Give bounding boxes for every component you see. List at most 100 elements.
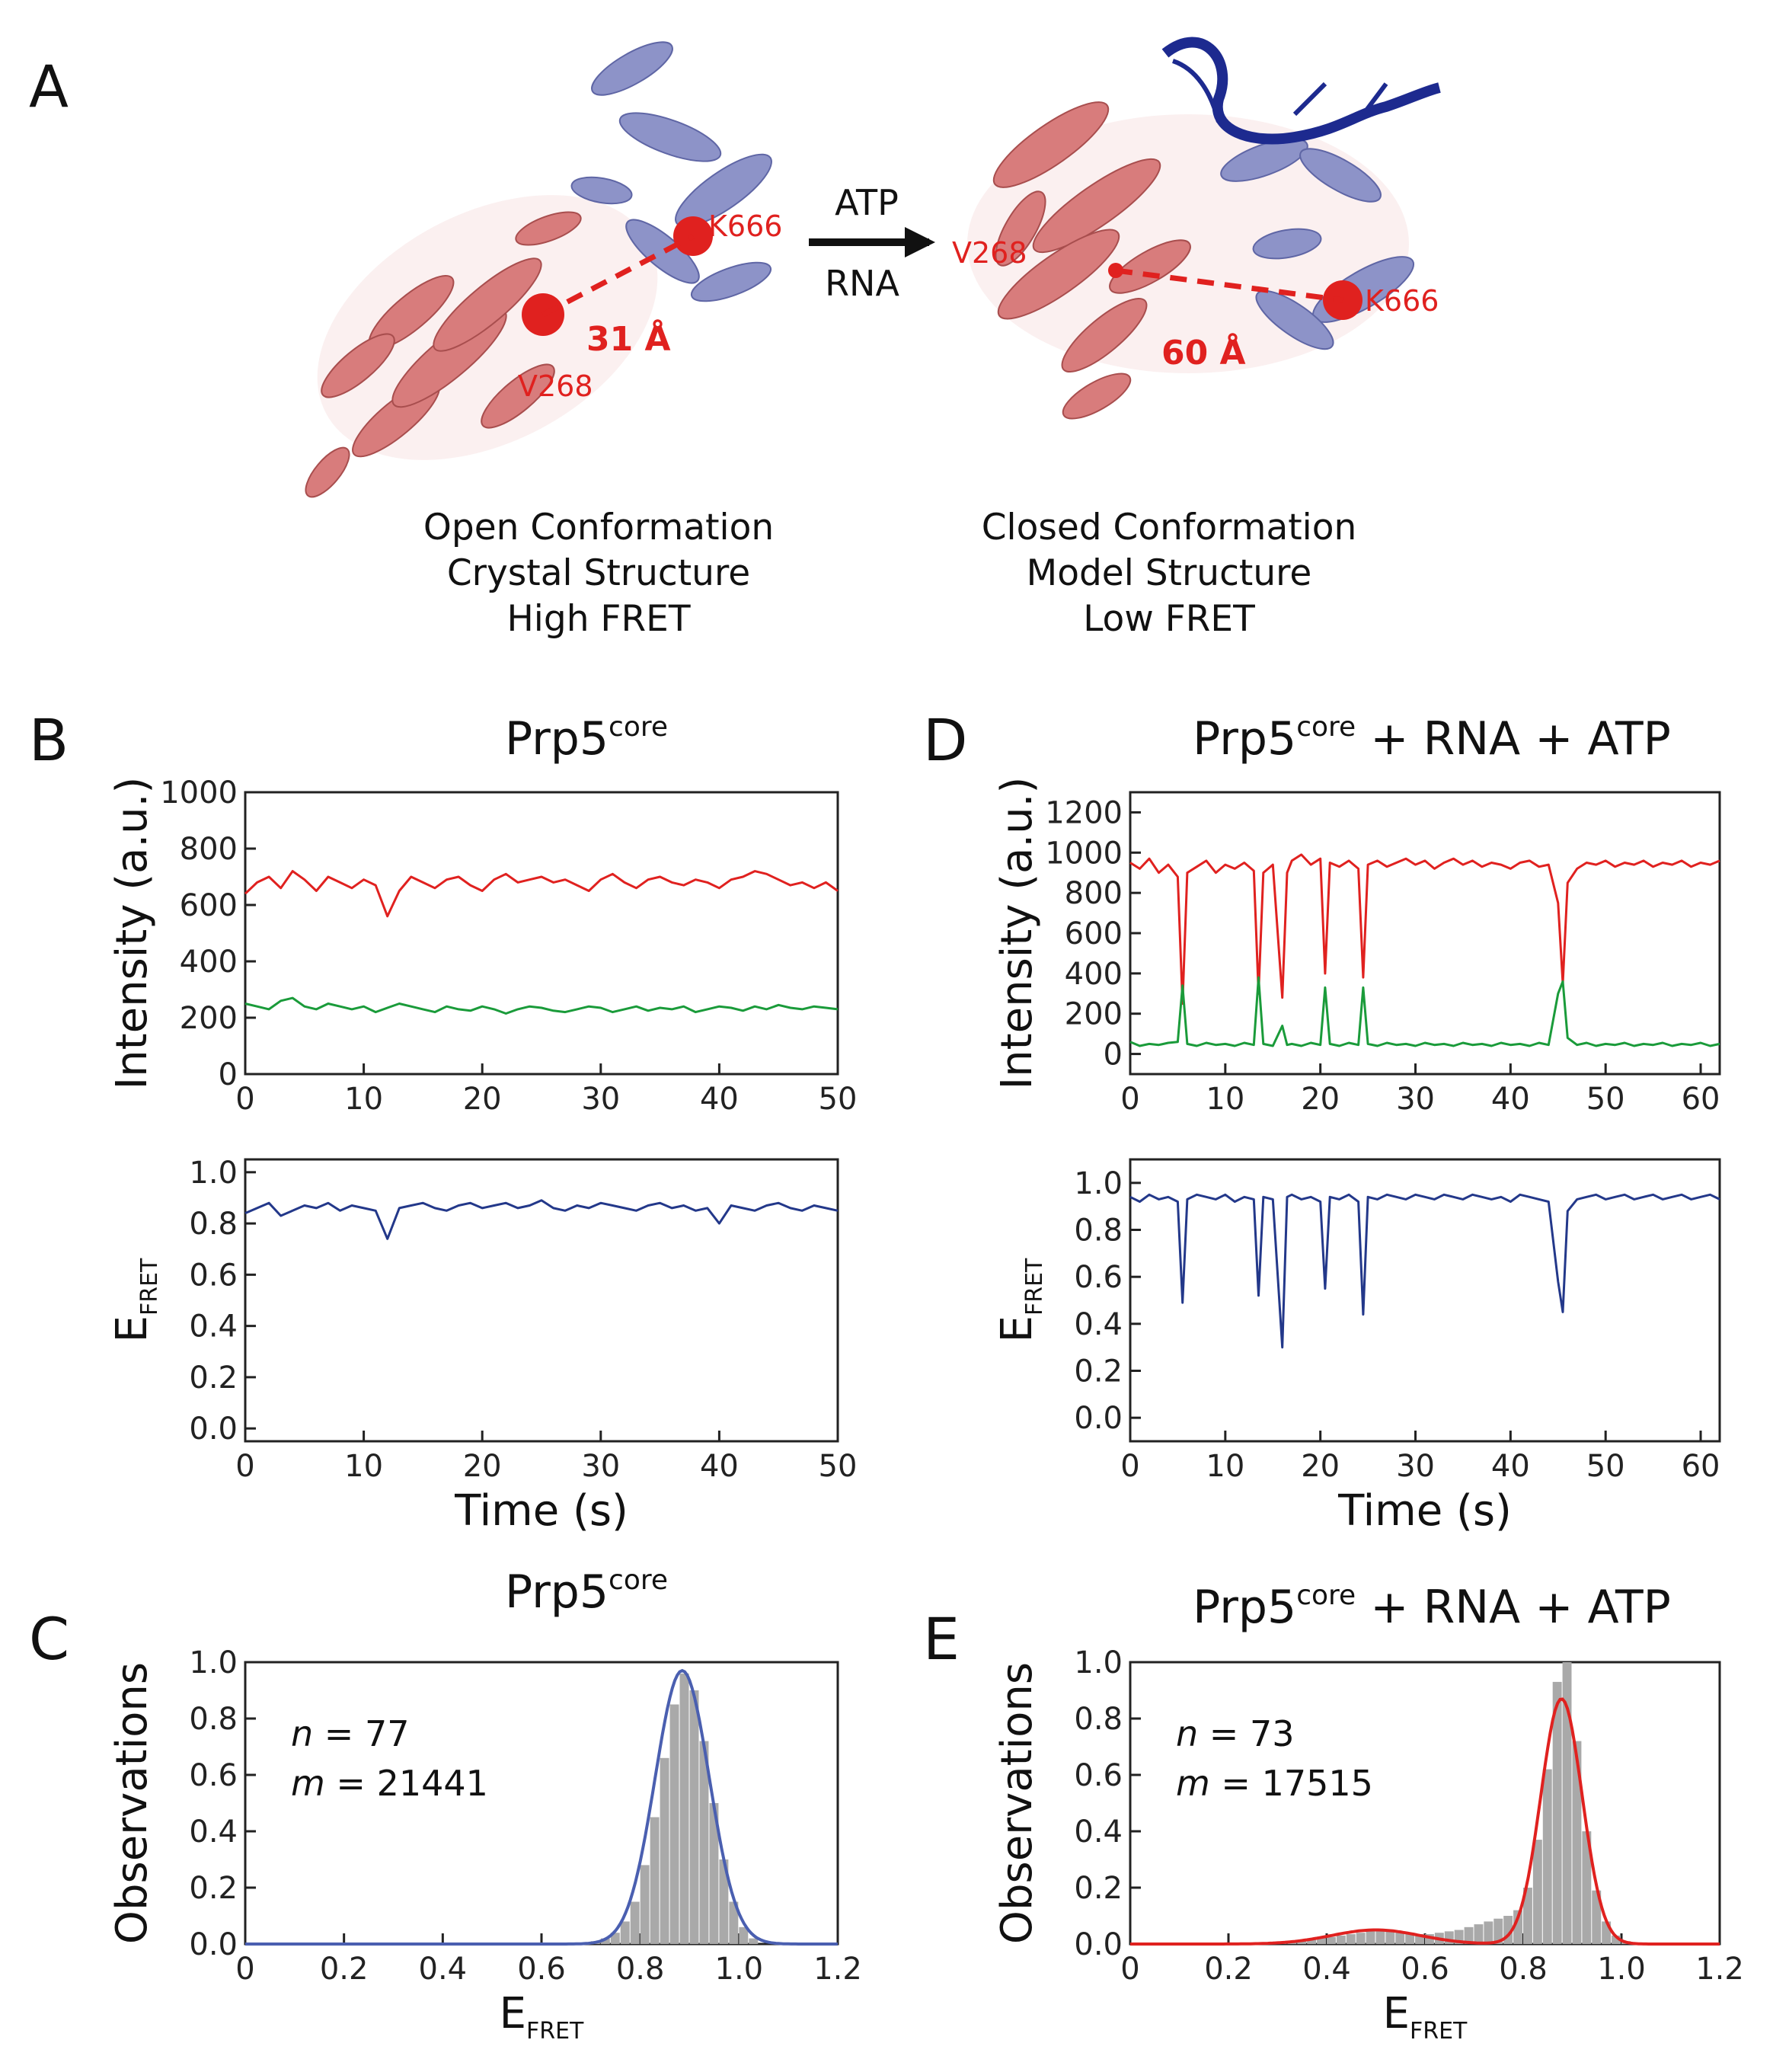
chart-c-ytick-label: 0.6 (189, 1758, 238, 1793)
chart-b-top-series-acceptor (244, 870, 839, 918)
chart-c-annotation-n: n = 77 (291, 1713, 409, 1754)
chart-e-bar (1602, 1921, 1612, 1944)
chart-b-bottom-xtick-label: 0 (235, 1449, 254, 1484)
chart-d-bottom-ytick-label: 0.0 (1074, 1401, 1123, 1436)
chart-d-top-ylabel: Intensity (a.u.) (992, 777, 1042, 1090)
closed-caption-line2: Model Structure (1027, 552, 1312, 594)
chart-c-xtick-label: 0.8 (616, 1952, 665, 1987)
chart-c-bar (660, 1757, 669, 1944)
chart-c-ytick-label: 0.8 (189, 1702, 238, 1737)
chart-c-xtick-label: 1.0 (715, 1952, 764, 1987)
chart-b-top-ytick-label: 400 (180, 945, 238, 980)
chart-e-bar (1513, 1910, 1522, 1944)
closed-structure-illustration (967, 37, 1441, 420)
chart-e-bar (1592, 1890, 1602, 1944)
chart-e-ylabel: Observations (992, 1662, 1042, 1944)
chart-c-bar (600, 1938, 610, 1944)
open-residue-v268: V268 (518, 369, 593, 403)
chart-e-ytick-label: 0.2 (1074, 1871, 1123, 1906)
chart-e-bar (1582, 1831, 1592, 1944)
chart-b-top-ytick-label: 0 (219, 1057, 238, 1092)
panel-letter-d: D (923, 706, 968, 774)
open-caption-line2: Crystal Structure (447, 552, 750, 594)
chart-d-bottom-xtick-label: 30 (1396, 1449, 1435, 1484)
chart-b-bottom-xtick-label: 40 (700, 1449, 739, 1484)
chart-e-bar (1552, 1681, 1562, 1944)
chart-d-top-ytick-label: 800 (1065, 876, 1123, 911)
chart-b-bottom-ylabel: EFRET (107, 1258, 163, 1342)
chart-d-bottom-ytick-label: 0.8 (1074, 1213, 1123, 1249)
chart-e-bar (1375, 1931, 1385, 1944)
chart-e-xtick-label: 1.2 (1695, 1952, 1744, 1987)
chart-d-bottom-xtick-label: 60 (1682, 1449, 1720, 1484)
chart-e-bar (1484, 1921, 1493, 1944)
chart-b-bottom-ytick-label: 0.0 (189, 1412, 238, 1447)
chart-c-bar (749, 1938, 759, 1944)
panel-a: A (29, 37, 1441, 640)
chart-c-ytick-label: 0.2 (189, 1871, 238, 1906)
chart-b-top-ylabel: Intensity (a.u.) (107, 777, 157, 1090)
chart-d-top-xtick-label: 30 (1396, 1082, 1435, 1117)
open-caption-line1: Open Conformation (423, 507, 774, 548)
chart-b-bottom-ytick-label: 0.6 (189, 1258, 238, 1293)
chart-e-bar (1542, 1769, 1552, 1944)
chart-b-top-ytick-label: 1000 (160, 775, 238, 811)
chart-e-xtick-label: 0.8 (1499, 1952, 1548, 1987)
chart-b-bottom-xtick-label: 30 (581, 1449, 620, 1484)
panel-letter-e: E (923, 1605, 960, 1673)
chart-e-bar (1405, 1933, 1415, 1944)
chart-d-bottom-ytick-label: 1.0 (1074, 1166, 1123, 1201)
chart-e-xtick-label: 0.6 (1401, 1952, 1449, 1987)
chart-b-top-ytick-label: 800 (180, 832, 238, 867)
chart-d-bottom-xtick-label: 20 (1301, 1449, 1340, 1484)
chart-e-bar (1317, 1938, 1326, 1944)
chart-c-bar (729, 1901, 739, 1944)
chart-b-top-frame (244, 791, 839, 1076)
chart-e-xtick-label: 0.4 (1302, 1952, 1351, 1987)
chart-c-xtick-label: 0.2 (320, 1952, 369, 1987)
chart-b-bottom-xtick-label: 10 (344, 1449, 383, 1484)
chart-c-annotation-m: m = 21441 (291, 1763, 488, 1804)
chart-b-bottom-xtick-label: 20 (463, 1449, 502, 1484)
chart-b-bottom-ytick-label: 0.4 (189, 1309, 238, 1345)
chart-d-bottom-series-fret (1129, 1193, 1720, 1349)
closed-caption-line1: Closed Conformation (982, 507, 1357, 548)
chart-d-bottom-xtick-label: 40 (1491, 1449, 1530, 1484)
chart-c-bar (719, 1859, 729, 1944)
chart-e-xtick-label: 0.2 (1204, 1952, 1253, 1987)
panel-e-histogram: 0.0 0.2 0.4 0.6 0.8 1.0 0 0.2 0.4 0.6 0.8 1.0 1.2 Obs… (992, 1645, 1744, 2045)
panel-letter-a: A (29, 53, 69, 120)
chart-e-bar (1503, 1916, 1513, 1944)
chart-c-bar (620, 1921, 630, 1944)
chart-c-bar (610, 1933, 620, 1944)
chart-d-top-xtick-label: 50 (1586, 1082, 1625, 1117)
chart-c-xtick-label: 0.6 (517, 1952, 566, 1987)
chart-e-bar (1297, 1941, 1307, 1944)
chart-b-top-xtick-label: 50 (819, 1082, 858, 1117)
panel-letter-b: B (29, 706, 69, 774)
chart-e-ytick-label: 0.0 (1074, 1927, 1123, 1962)
panel-b-fret-chart: 0.0 0.2 0.4 0.6 0.8 1.0 0 10 20 30 40 50 EFRET Time (… (107, 1156, 857, 1536)
panel-e-title: Prp5core + RNA + ATP (1193, 1580, 1671, 1634)
panel-d-title: Prp5core + RNA + ATP (1193, 711, 1671, 766)
open-residue-k666: K666 (708, 209, 782, 243)
open-caption-line3: High FRET (506, 598, 690, 640)
chart-e-bar (1395, 1933, 1405, 1944)
chart-d-top-ytick-label: 200 (1065, 997, 1123, 1032)
chart-d-top-xtick-label: 60 (1682, 1082, 1720, 1117)
chart-b-top-xtick-label: 0 (235, 1082, 254, 1117)
open-distance-label: 31 Å (586, 318, 671, 359)
chart-e-xtick-label: 0 (1120, 1952, 1139, 1987)
chart-b-bottom-ytick-label: 0.8 (189, 1207, 238, 1242)
chart-c-fit-curve (245, 1668, 838, 1946)
closed-residue-v268: V268 (952, 236, 1027, 270)
chart-b-bottom-ytick-label: 1.0 (189, 1156, 238, 1191)
chart-e-bar (1612, 1935, 1621, 1944)
chart-e-ytick-label: 1.0 (1074, 1645, 1123, 1680)
chart-e-fit-curve (1130, 1697, 1720, 1946)
chart-c-bar (650, 1817, 660, 1944)
chart-e-bar (1366, 1931, 1375, 1944)
chart-c-xlabel: EFRET (500, 1989, 584, 2045)
chart-b-top-ytick-label: 200 (180, 1001, 238, 1036)
chart-b-bottom-xtick-label: 50 (819, 1449, 858, 1484)
